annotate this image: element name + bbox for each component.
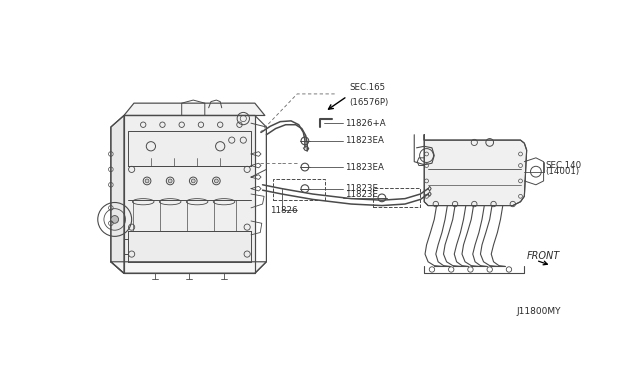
- Text: FRONT: FRONT: [527, 251, 560, 262]
- Circle shape: [168, 179, 172, 183]
- Polygon shape: [111, 262, 266, 273]
- Polygon shape: [124, 115, 255, 273]
- Text: 11826+A: 11826+A: [345, 119, 385, 128]
- Text: 11823E: 11823E: [345, 189, 378, 199]
- Text: (14001): (14001): [545, 167, 579, 176]
- Text: 11823EA: 11823EA: [345, 163, 384, 171]
- Circle shape: [145, 179, 149, 183]
- Text: SEC.165: SEC.165: [349, 83, 386, 92]
- Circle shape: [191, 179, 195, 183]
- Text: 11823EA: 11823EA: [345, 137, 384, 145]
- Polygon shape: [128, 131, 251, 166]
- Text: (16576P): (16576P): [349, 98, 389, 107]
- Polygon shape: [128, 231, 251, 262]
- Circle shape: [111, 216, 118, 223]
- Polygon shape: [124, 103, 265, 115]
- Circle shape: [214, 179, 218, 183]
- Text: J11800MY: J11800MY: [516, 307, 561, 316]
- Text: SEC.140: SEC.140: [545, 161, 581, 170]
- Text: 11823E: 11823E: [345, 184, 378, 193]
- Polygon shape: [111, 115, 124, 273]
- Polygon shape: [424, 135, 527, 206]
- Text: 11826: 11826: [270, 206, 298, 215]
